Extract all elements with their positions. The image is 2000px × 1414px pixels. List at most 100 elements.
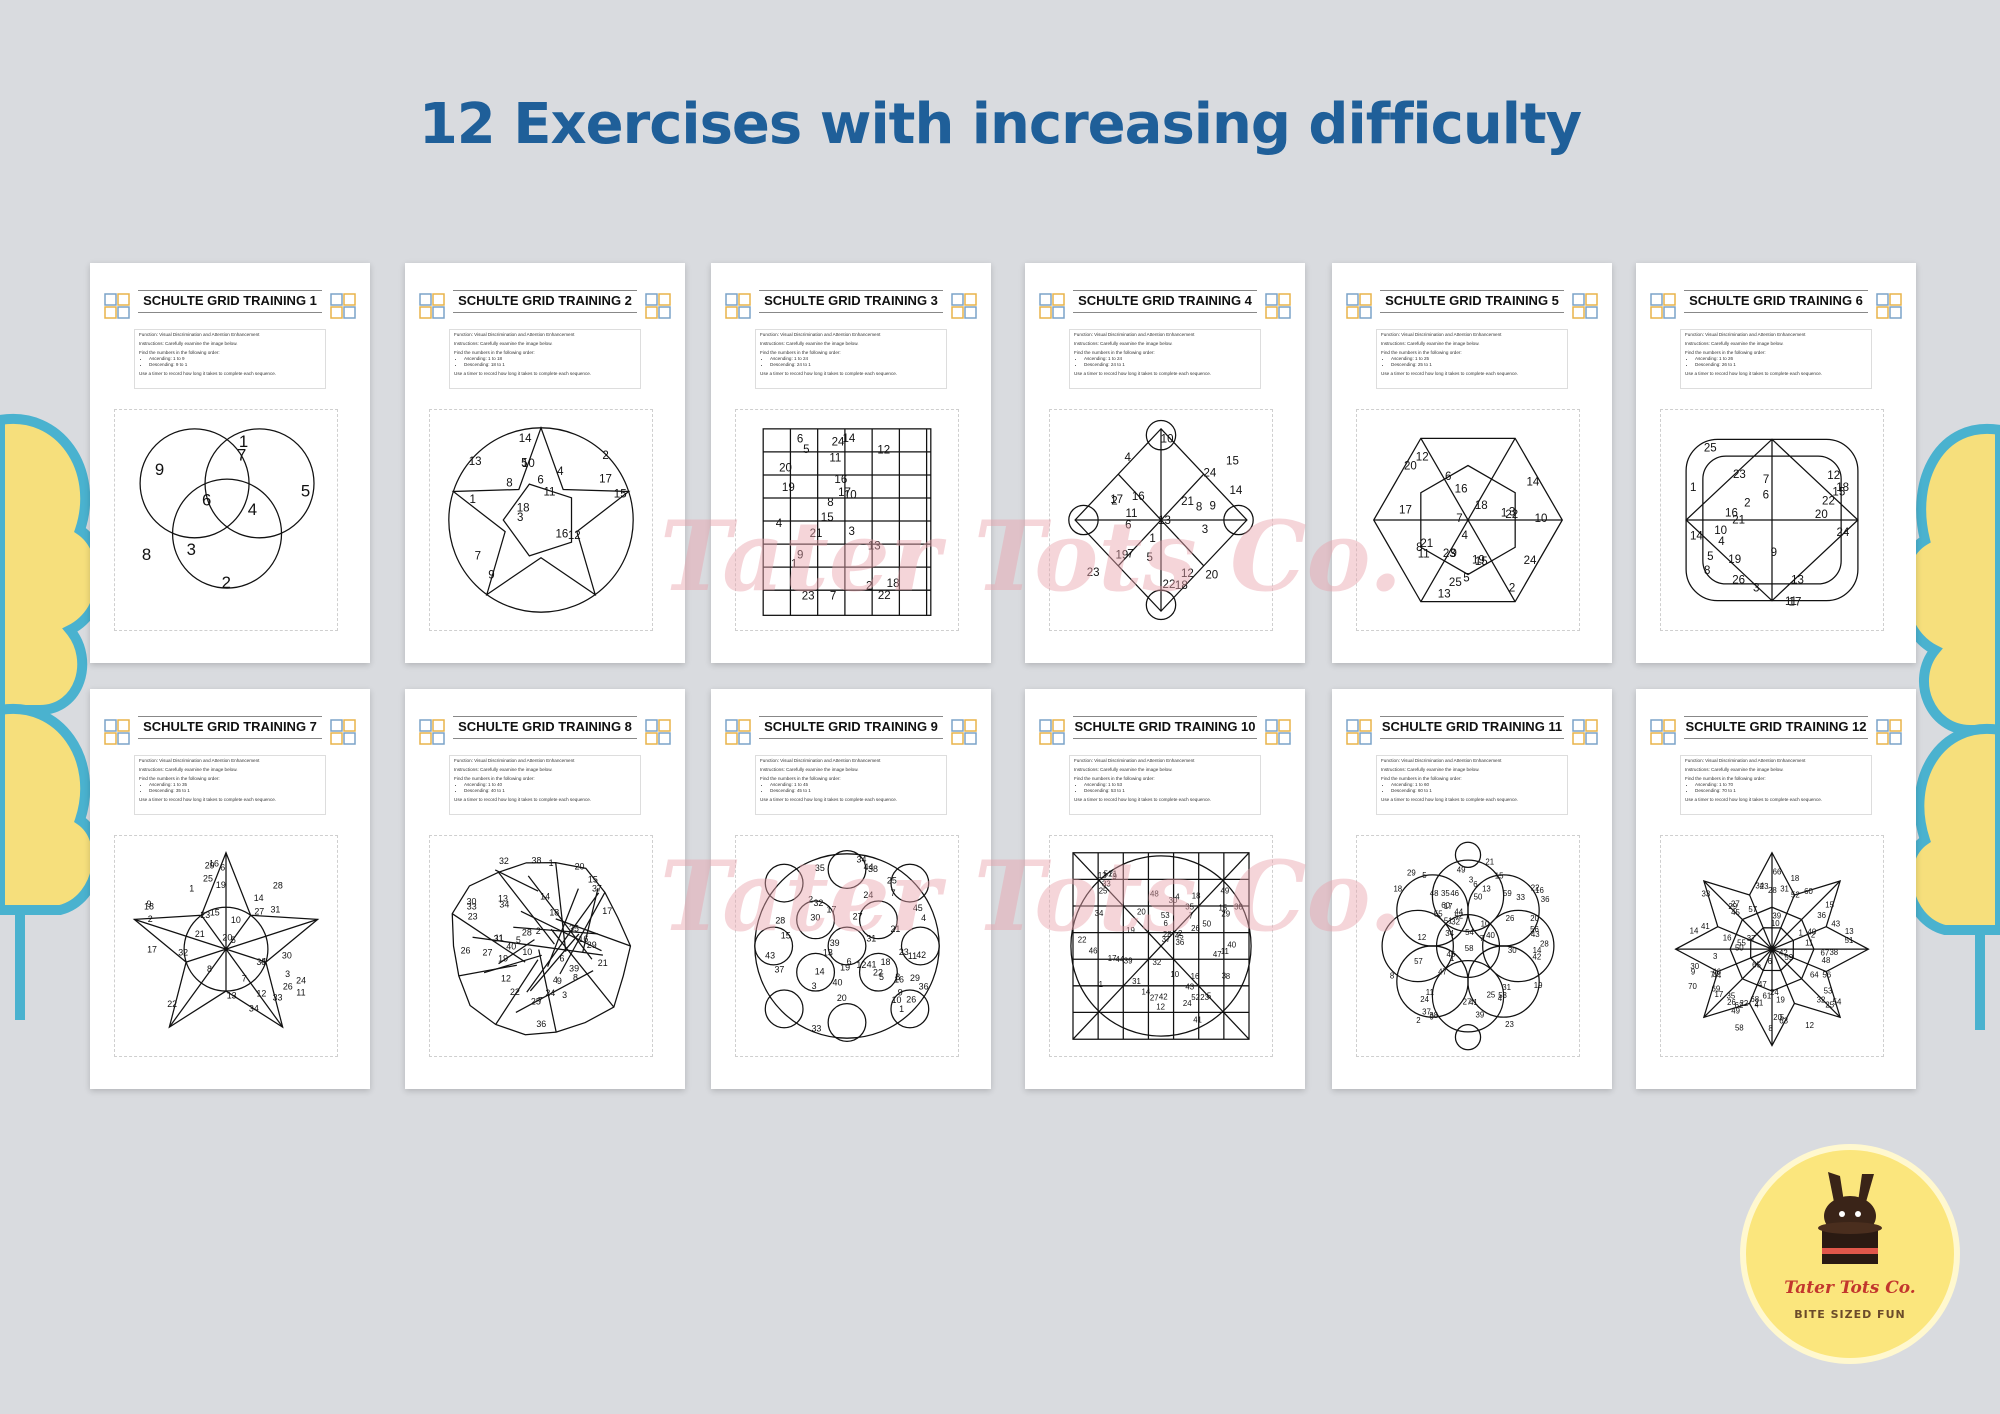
grid-number: 2 (602, 450, 608, 462)
grid-number: 19 (1728, 554, 1741, 566)
grid-number: 61 (1762, 991, 1771, 1000)
worksheet-page-8: SCHULTE GRID TRAINING 8 Function: Visual… (405, 689, 685, 1089)
grid-number: 1 (1450, 954, 1454, 963)
grid-number: 25 (1099, 886, 1108, 895)
schulte-figure: 1 2 3 4 5 6 7 8 9 10 11 12 13 14 15 16 17 18 19 20 21 22 23 24 (1049, 409, 1273, 631)
grid-number: 3 (187, 540, 196, 559)
grid-number: 45 (1731, 908, 1740, 917)
grid-number: 56 (1530, 925, 1539, 934)
instructions-text: Instructions: Carefully examine the imag… (1074, 341, 1173, 346)
schulte-figure: 1 2 3 4 5 6 7 8 9 10 11 12 13 14 15 16 17 18 19 20 21 22 23 24 (735, 409, 959, 631)
title-rule-bottom (453, 738, 637, 739)
grid-number: 1 (1799, 929, 1803, 938)
outline-stroke (1771, 948, 1827, 973)
grid-number: 31 (271, 904, 281, 914)
grid-number: 31 (866, 933, 876, 943)
grid-logo-icon (725, 293, 751, 319)
grid-number: 70 (1688, 982, 1697, 991)
outline-circle (890, 989, 930, 1029)
grid-number: 10 (1771, 919, 1780, 928)
grid-number: 23 (802, 591, 815, 603)
grid-logo-icon (1876, 719, 1902, 745)
grid-number: 67 (1821, 948, 1830, 957)
grid-number: 58 (1735, 1023, 1744, 1032)
timer-text: Use a timer to record how long it takes … (1074, 797, 1212, 802)
schulte-figure: 1 2 3 4 5 6 7 8 9 10 11 12 13 14 15 16 17 18 19 20 21 22 23 24 2… (1049, 835, 1273, 1057)
title-rule-bottom (759, 738, 943, 739)
grid-number: 47 (1213, 950, 1222, 959)
grid-number: 24 (1524, 555, 1537, 567)
schulte-figure-drawing: 1234567891011121314151617181920212223242… (132, 851, 320, 1029)
grid-number: 21 (1732, 514, 1745, 526)
find-text: Find the numbers in the following order: (139, 776, 220, 781)
grid-number: 9 (1113, 872, 1117, 881)
worksheet-page-7: SCHULTE GRID TRAINING 7 Function: Visual… (90, 689, 370, 1089)
grid-number: 27 (1731, 900, 1740, 909)
grid-number: 14 (1690, 927, 1699, 936)
find-text: Find the numbers in the following order: (1074, 776, 1155, 781)
outline-circle (171, 478, 283, 589)
find-text: Find the numbers in the following order: (454, 776, 535, 781)
grid-number: 9 (155, 460, 164, 479)
grid-number: 5 (1146, 552, 1152, 564)
grid-number: 4 (1755, 1000, 1760, 1009)
grid-number: 2 (1811, 931, 1815, 940)
grid-number: 21 (598, 958, 608, 968)
outline-shape (1729, 906, 1815, 992)
grid-number: 25 (1825, 1000, 1834, 1009)
grid-number: 39 (569, 963, 579, 973)
outline-stroke (582, 888, 599, 953)
grid-number: 27 (483, 947, 493, 957)
worksheet-title: SCHULTE GRID TRAINING 9 (764, 719, 938, 734)
grid-number: 11 (296, 988, 305, 998)
outline-stroke (1771, 926, 1827, 950)
grid-number: 6 (1445, 471, 1451, 483)
grid-number: 12 (1156, 1002, 1165, 1011)
outline-circle (754, 926, 794, 966)
grid-number: 15 (588, 875, 598, 885)
find-text: Find the numbers in the following order: (1685, 776, 1766, 781)
grid-number: 45 (913, 903, 923, 913)
worksheet-title: SCHULTE GRID TRAINING 12 (1685, 719, 1867, 734)
grid-number: 30 (467, 897, 477, 907)
grid-number: 17 (1444, 902, 1453, 911)
grid-number: 35 (1726, 992, 1735, 1001)
grid-number: 24 (296, 976, 306, 986)
find-text: Find the numbers in the following order: (454, 350, 535, 355)
grid-logo-icon (1346, 719, 1372, 745)
grid-number: 23 (1200, 993, 1209, 1002)
grid-number: 18 (144, 901, 154, 911)
grid-number: 33 (1102, 879, 1111, 888)
worksheet-title: SCHULTE GRID TRAINING 5 (1385, 293, 1559, 308)
grid-number: 20 (1137, 907, 1146, 916)
grid-number: 38 (1429, 1011, 1438, 1020)
grid-number: 16 (894, 975, 904, 985)
grid-number: 10 (522, 458, 535, 470)
grid-number: 21 (1755, 999, 1764, 1008)
outline-stroke (200, 914, 227, 950)
grid-number: 60 (1441, 901, 1450, 910)
grid-number: 12 (568, 530, 581, 542)
grid-number: 37 (1162, 935, 1171, 944)
grid-number: 27 (853, 911, 863, 921)
brand-logo: Tater Tots Co. BITE SIZED FUN (1746, 1150, 1954, 1358)
grid-number: 40 (506, 942, 516, 952)
descending-text: Descending: 25 to 1 (1391, 362, 1563, 368)
page-headline: 12 Exercises with increasing difficulty (418, 92, 1582, 157)
grid-number: 31 (1502, 983, 1511, 992)
grid-number: 26 (1727, 998, 1736, 1007)
grid-number: 7 (242, 973, 247, 983)
outline-circle (139, 428, 250, 539)
outline-stroke (225, 948, 267, 963)
outline-stroke (495, 959, 539, 1025)
grid-number: 49 (1731, 1007, 1740, 1016)
grid-number: 26 (1191, 924, 1200, 933)
descending-text: Descending: 9 to 1 (149, 362, 321, 368)
grid-number: 41 (1701, 922, 1710, 931)
grid-number: 6 (1473, 880, 1478, 889)
outline-stroke (498, 939, 535, 965)
grid-number: 19 (1126, 926, 1135, 935)
outline-circle (1454, 841, 1482, 869)
grid-number: 1 (1099, 980, 1103, 989)
